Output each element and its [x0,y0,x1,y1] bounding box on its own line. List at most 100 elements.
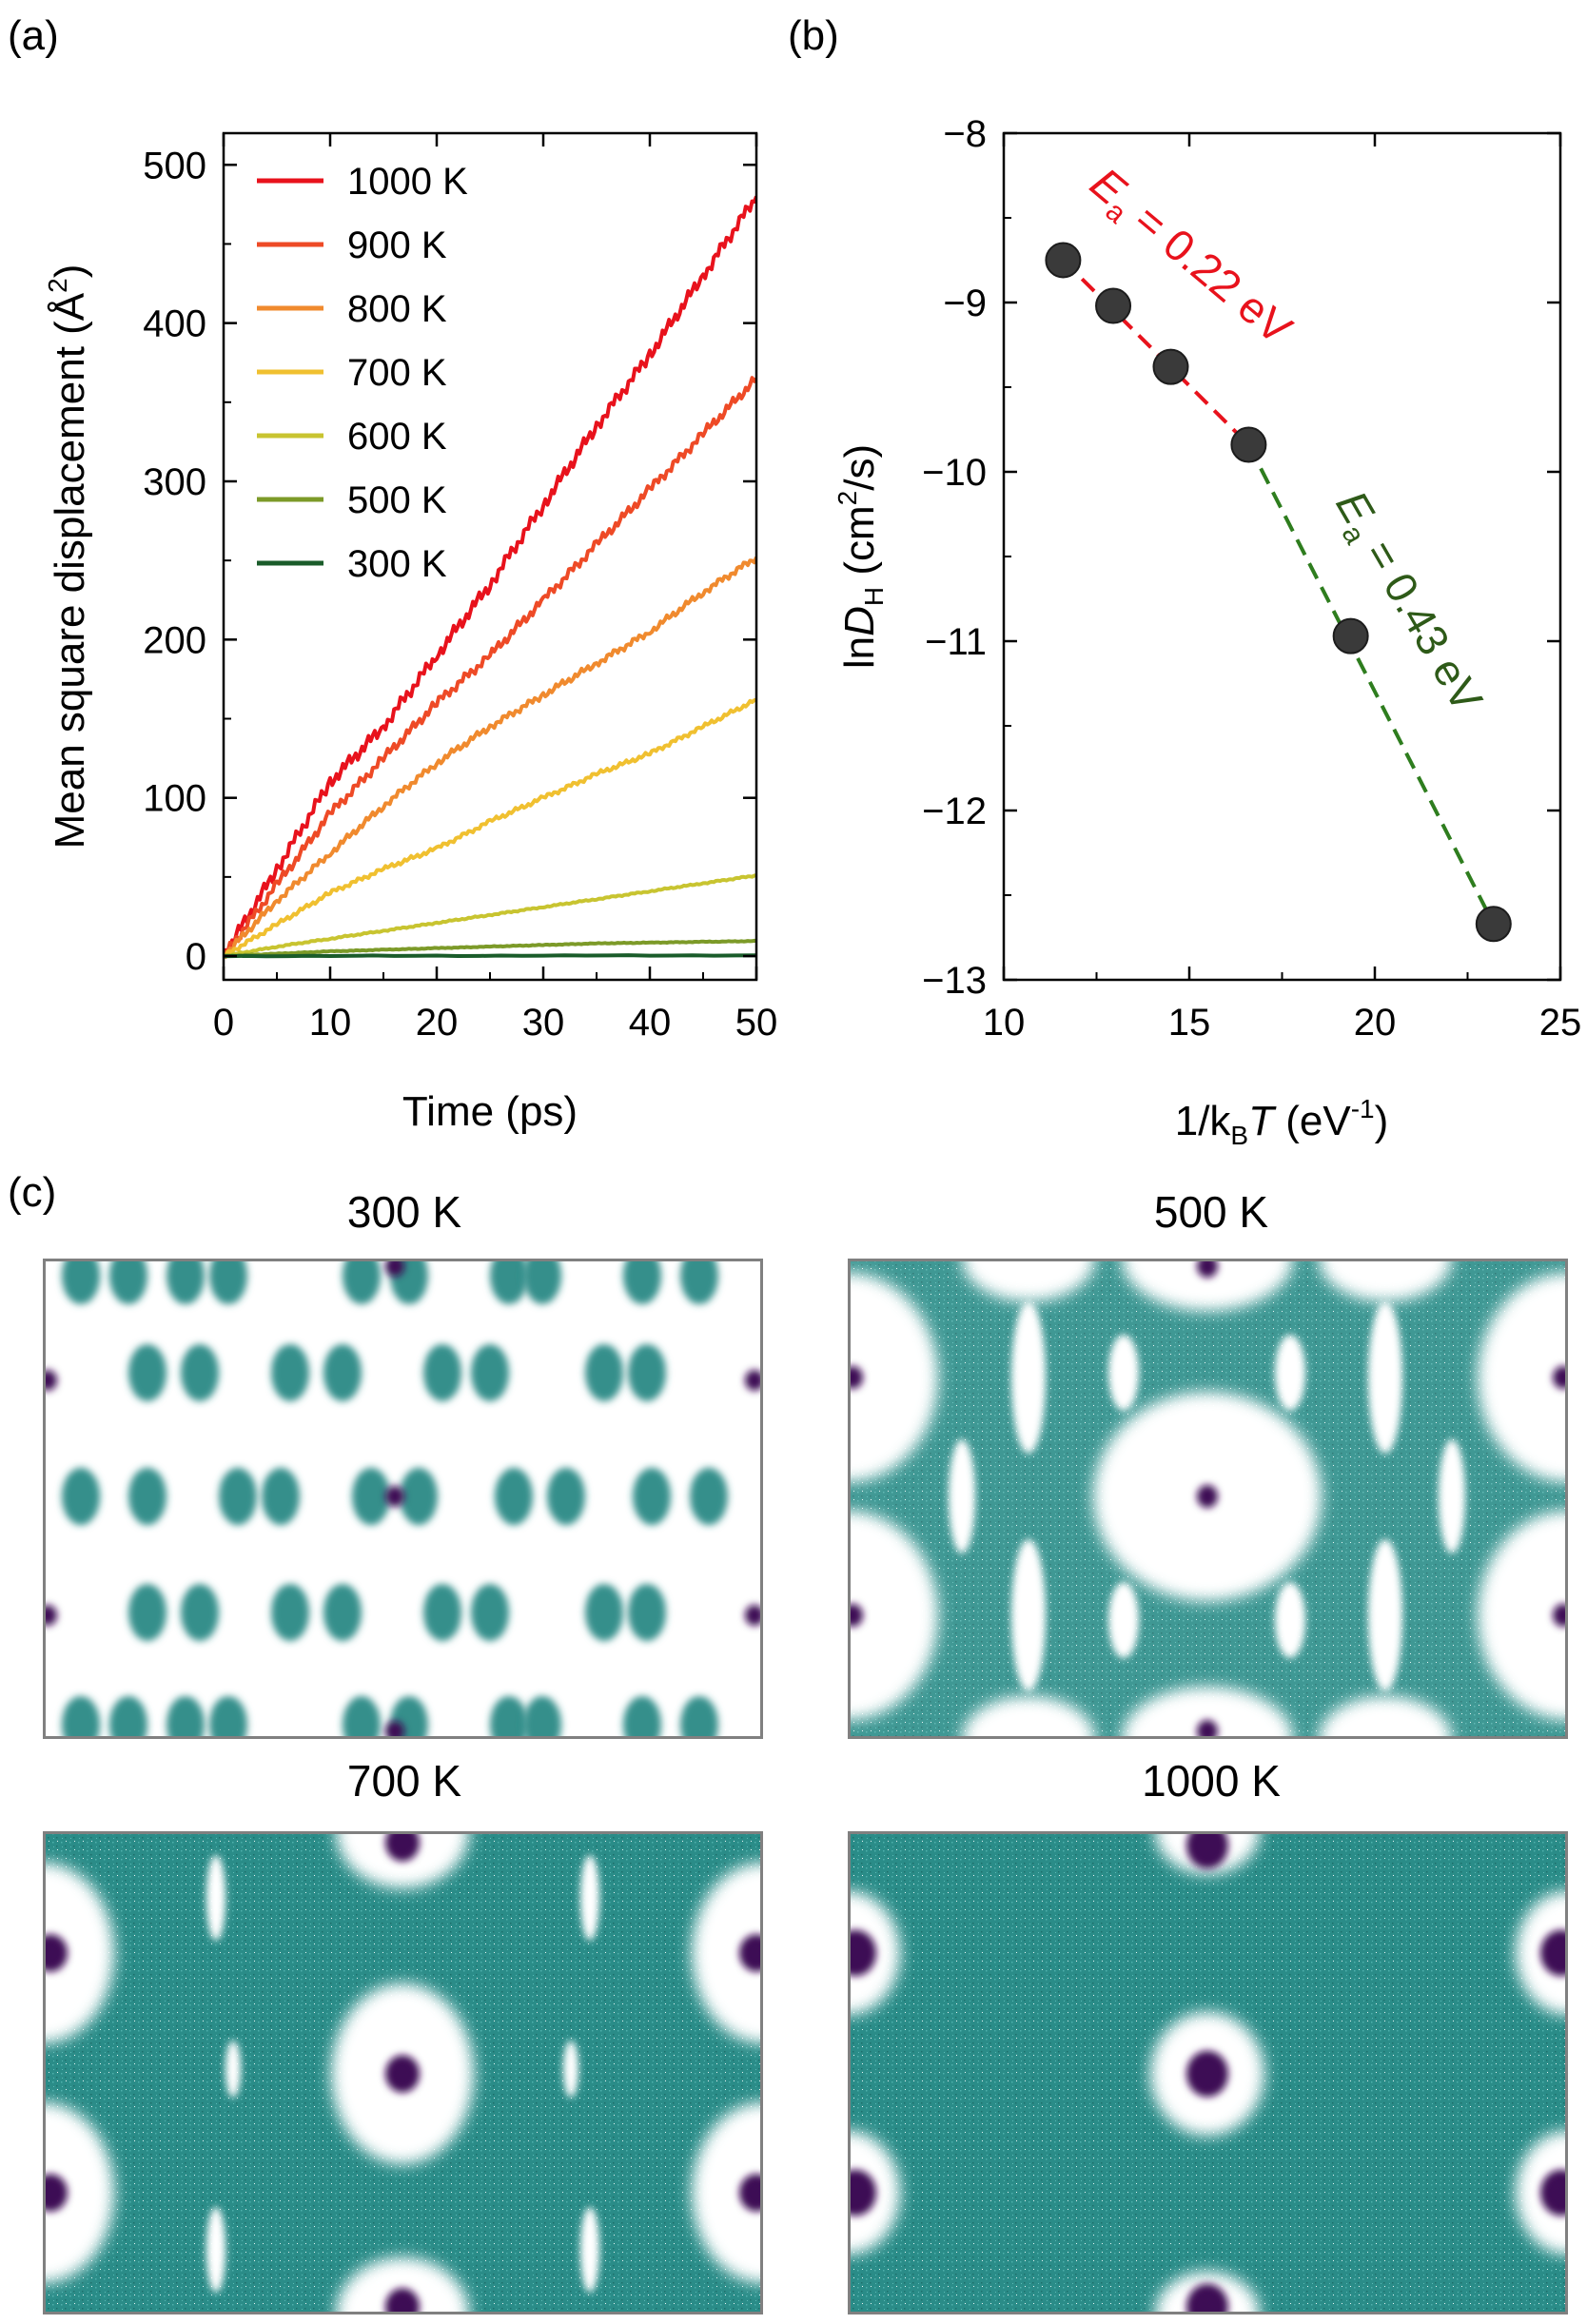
oxygen-site [848,2169,876,2217]
low-density-void [848,1511,938,1720]
legend-label-500k: 500 K [347,479,447,521]
hydrogen-cluster [128,1344,167,1401]
low-density-gap [1275,1582,1305,1658]
hydrogen-cluster [680,1696,718,1739]
arrhenius-x-tick-label-20: 20 [1354,1002,1397,1044]
msd-legend: 1000 K 900 K 800 K 700 K 600 K 500 K 300 K [257,161,468,585]
hydrogen-cluster [547,1468,585,1525]
hydrogen-cluster [690,1468,728,1525]
data-point-2 [1152,348,1189,385]
hydrogen-cluster [490,1259,528,1304]
low-density-streak [563,2041,578,2098]
hydrogen-cluster [219,1468,257,1525]
oxygen-shell [43,1863,114,2043]
fit-annotation-low-t: Ea = 0.43 eV [1321,482,1492,724]
oxygen-site [848,1603,863,1628]
oxygen-site [385,1486,404,1507]
oxygen-shell [692,1863,763,2043]
msd-line-700k [224,697,756,958]
hydrogen-cluster [352,1468,390,1525]
msd-series-lines [224,195,756,959]
oxygen-site [43,1934,68,1972]
hydrogen-cluster [62,1468,100,1525]
hydrogen-cluster [623,1696,661,1739]
oxygen-site [1553,1603,1568,1628]
panel-label-c: (c) [8,1169,56,1216]
map-title-500k: 500 K [1154,1187,1269,1237]
fit-line-1 [1246,443,1496,926]
density-map-700k [43,1831,763,2314]
legend-label-600k: 600 K [347,416,447,458]
hydrogen-cluster [585,1584,623,1641]
arrhenius-y-tick-label--10: −10 [922,452,987,494]
oxygen-site [745,1605,763,1626]
hydrogen-cluster [343,1696,381,1739]
low-density-gap [1011,1301,1046,1454]
hydrogen-cluster [471,1344,509,1401]
hydrogen-cluster [167,1259,205,1304]
oxygen-site [43,1605,57,1626]
density-map-300k [43,1259,763,1739]
msd-y-tick-label-0: 0 [186,936,206,978]
hydrogen-cluster [628,1344,666,1401]
hydrogen-cluster [585,1344,623,1401]
legend-label-300k: 300 K [347,543,447,585]
oxygen-site [385,1721,404,1739]
msd-line-300k [224,953,756,959]
hydrogen-cluster [181,1344,219,1401]
msd-x-tick-label-0: 0 [213,1002,234,1044]
msd-line-800k [224,557,756,959]
hydrogen-cluster [490,1696,528,1739]
oxygen-site [1186,2050,1228,2098]
hydrogen-cluster [495,1468,533,1525]
low-density-void [1319,1696,1452,1739]
low-density-gap [1368,1539,1402,1691]
map-title-1000k: 1000 K [1142,1756,1281,1806]
data-point-4 [1332,617,1369,654]
oxygen-site [848,1365,863,1390]
data-point-3 [1230,426,1267,463]
msd-line-900k [224,376,756,955]
arrhenius-y-axis-label: lnDH (cm2/s) [833,444,889,669]
msd-x-tick-label-40: 40 [629,1002,672,1044]
low-density-gap [1011,1539,1046,1691]
low-density-streak [225,2041,241,2098]
hydrogen-cluster [633,1468,671,1525]
oxygen-site [1186,2283,1228,2314]
oxygen-site [1186,1831,1228,1869]
oxygen-site [385,2055,420,2093]
hydrogen-cluster [271,1584,309,1641]
hydrogen-cluster [167,1696,205,1739]
hydrogen-cluster [343,1259,381,1304]
hydrogen-cluster [109,1259,147,1304]
low-density-void [962,1259,1095,1301]
msd-axes-frame [222,131,758,982]
hydrogen-cluster [680,1259,718,1304]
arrhenius-y-tick-label--12: −12 [922,791,987,832]
hydrogen-cluster [109,1696,147,1739]
oxygen-site [1553,1365,1568,1390]
oxygen-site [739,1934,763,1972]
low-density-void [1122,1259,1293,1311]
data-point-1 [1095,287,1132,324]
low-density-streak [580,1855,599,1941]
hydrogen-cluster [623,1259,661,1304]
msd-x-axis-label: Time (ps) [402,1088,578,1135]
hydrogen-cluster [628,1584,666,1641]
low-density-gap [1275,1335,1305,1411]
hydrogen-cluster [262,1468,300,1525]
msd-x-tick-label-50: 50 [735,1002,778,1044]
oxygen-shell [692,2102,763,2283]
arrhenius-ticks: 10 15 20 25 −8 −9 −10 −11 −12 −13 [922,113,1581,1044]
oxygen-site [1197,1484,1218,1509]
hydrogen-cluster [128,1468,167,1525]
legend-label-800k: 800 K [347,288,447,330]
hydrogen-cluster [423,1344,461,1401]
arrhenius-y-tick-label--9: −9 [943,283,987,324]
oxygen-shell [43,2102,114,2283]
data-point-5 [1475,906,1512,943]
low-density-gap [1439,1439,1465,1553]
arrhenius-axes-frame [1002,131,1562,982]
oxygen-site [385,1831,420,1862]
